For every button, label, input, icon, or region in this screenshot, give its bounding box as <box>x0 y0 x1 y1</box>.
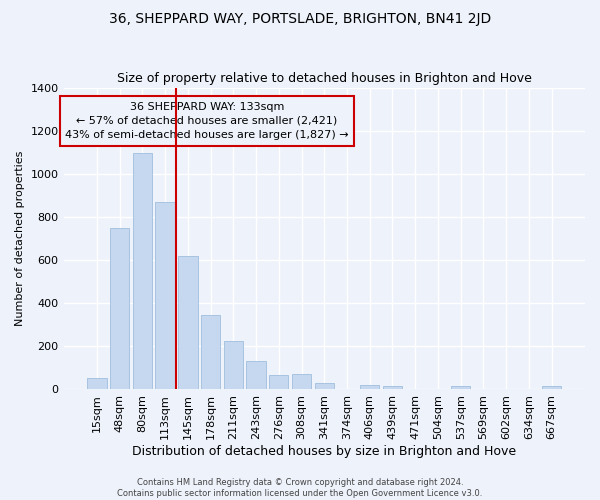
Bar <box>247 361 266 389</box>
Bar <box>314 382 334 389</box>
Bar <box>292 374 311 389</box>
Bar <box>269 375 289 389</box>
Text: 36 SHEPPARD WAY: 133sqm
← 57% of detached houses are smaller (2,421)
43% of semi: 36 SHEPPARD WAY: 133sqm ← 57% of detache… <box>65 102 349 140</box>
Text: 36, SHEPPARD WAY, PORTSLADE, BRIGHTON, BN41 2JD: 36, SHEPPARD WAY, PORTSLADE, BRIGHTON, B… <box>109 12 491 26</box>
Bar <box>201 315 220 389</box>
Bar <box>155 202 175 389</box>
Title: Size of property relative to detached houses in Brighton and Hove: Size of property relative to detached ho… <box>117 72 532 85</box>
Bar <box>224 341 243 389</box>
Bar <box>360 385 379 389</box>
Bar <box>383 386 402 389</box>
Bar <box>133 153 152 389</box>
Bar <box>87 378 107 389</box>
Y-axis label: Number of detached properties: Number of detached properties <box>15 151 25 326</box>
Bar <box>110 228 130 389</box>
Bar <box>451 386 470 389</box>
Text: Contains HM Land Registry data © Crown copyright and database right 2024.
Contai: Contains HM Land Registry data © Crown c… <box>118 478 482 498</box>
Bar <box>542 386 561 389</box>
X-axis label: Distribution of detached houses by size in Brighton and Hove: Distribution of detached houses by size … <box>132 444 517 458</box>
Bar <box>178 256 197 389</box>
